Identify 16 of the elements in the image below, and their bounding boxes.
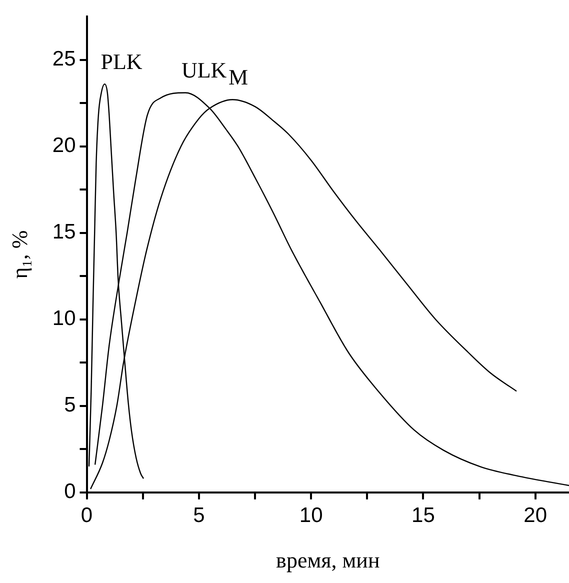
y-tick-label: 10 [52,307,76,330]
x-tick-label: 15 [412,504,435,527]
y-tick-label: 5 [64,394,76,417]
y-axis-title: η₁, % [6,230,32,279]
y-tick-label: 0 [64,480,76,504]
x-tick-label: 10 [299,504,323,527]
series-label: PLK [100,48,142,74]
series-label: M [228,64,248,90]
y-tick-label: 15 [52,220,76,244]
x-tick-label: 0 [80,504,93,527]
y-tick-label: 20 [52,134,76,158]
x-axis-title: время, мин [276,548,380,573]
x-tick-label: 5 [193,504,205,527]
y-tick-label: 25 [52,48,76,71]
series-label: ULK [181,58,227,83]
x-tick-label: 20 [524,504,548,527]
